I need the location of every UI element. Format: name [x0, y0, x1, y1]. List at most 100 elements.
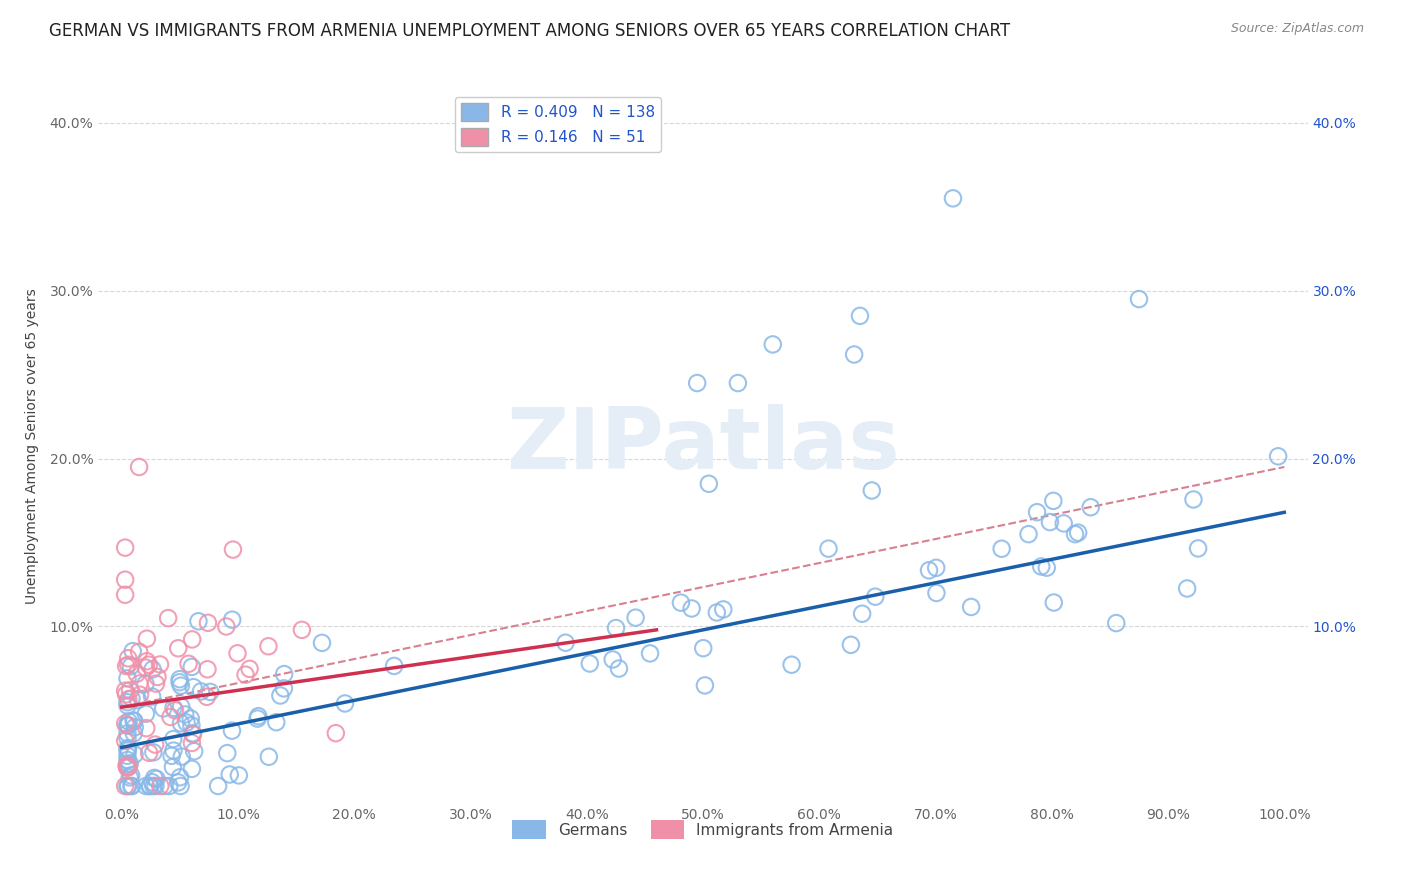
Point [333, 697, 356, 711]
Point [693, 678, 716, 692]
Point [118, 756, 141, 771]
Point [174, 707, 197, 722]
Point [169, 770, 191, 784]
Point [228, 768, 250, 782]
Point [117, 760, 139, 774]
Point [692, 641, 714, 656]
Point [117, 657, 139, 672]
Point [117, 742, 139, 756]
Point [257, 749, 280, 764]
Point [128, 676, 150, 690]
Point [170, 716, 193, 731]
Point [218, 767, 240, 781]
Point [135, 660, 157, 674]
Point [1036, 560, 1059, 574]
Point [162, 760, 184, 774]
Point [117, 741, 139, 756]
Point [170, 679, 193, 693]
Point [141, 690, 163, 704]
Point [990, 541, 1012, 556]
Point [1042, 493, 1064, 508]
Point [138, 657, 160, 672]
Point [153, 779, 176, 793]
Point [187, 614, 209, 628]
Point [138, 779, 160, 793]
Point [1105, 616, 1128, 631]
Point [118, 760, 141, 774]
Point [145, 676, 167, 690]
Point [681, 601, 703, 615]
Point [169, 675, 191, 690]
Point [117, 671, 139, 685]
Point [114, 588, 136, 602]
Point [170, 749, 193, 764]
Point [762, 337, 785, 351]
Point [128, 460, 150, 475]
Point [1175, 582, 1198, 596]
Point [115, 758, 138, 772]
Point [180, 718, 202, 732]
Point [118, 683, 141, 698]
Point [117, 779, 139, 793]
Point [217, 746, 239, 760]
Point [170, 699, 193, 714]
Point [602, 652, 624, 666]
Point [120, 768, 142, 782]
Point [146, 670, 169, 684]
Point [269, 689, 291, 703]
Point [117, 726, 139, 740]
Point [607, 661, 630, 675]
Point [1128, 292, 1150, 306]
Point [117, 651, 139, 665]
Point [247, 709, 270, 723]
Point [128, 645, 150, 659]
Point [117, 779, 139, 793]
Point [624, 610, 647, 624]
Point [141, 775, 163, 789]
Point [114, 573, 136, 587]
Point [122, 714, 145, 728]
Point [180, 736, 202, 750]
Point [925, 586, 948, 600]
Point [117, 757, 139, 772]
Point [669, 596, 692, 610]
Point [844, 347, 866, 361]
Point [142, 745, 165, 759]
Point [142, 779, 165, 793]
Point [1039, 515, 1062, 529]
Point [117, 695, 139, 709]
Point [159, 710, 181, 724]
Text: ZIPatlas: ZIPatlas [506, 404, 900, 488]
Point [118, 771, 141, 785]
Point [129, 688, 152, 702]
Point [121, 644, 143, 658]
Point [311, 636, 333, 650]
Point [918, 563, 941, 577]
Point [122, 726, 145, 740]
Point [121, 779, 143, 793]
Point [181, 762, 204, 776]
Point [117, 718, 139, 732]
Point [117, 714, 139, 729]
Point [1026, 505, 1049, 519]
Point [169, 779, 191, 793]
Point [554, 636, 576, 650]
Point [382, 659, 405, 673]
Point [149, 779, 172, 793]
Point [142, 662, 165, 676]
Point [849, 309, 872, 323]
Point [143, 771, 166, 785]
Point [114, 734, 136, 748]
Point [180, 712, 202, 726]
Point [169, 672, 191, 686]
Point [139, 779, 162, 793]
Point [115, 761, 138, 775]
Point [162, 701, 184, 715]
Point [167, 641, 190, 656]
Point [162, 743, 184, 757]
Point [114, 683, 136, 698]
Point [124, 720, 146, 734]
Point [160, 748, 183, 763]
Point [163, 703, 186, 717]
Point [114, 779, 136, 793]
